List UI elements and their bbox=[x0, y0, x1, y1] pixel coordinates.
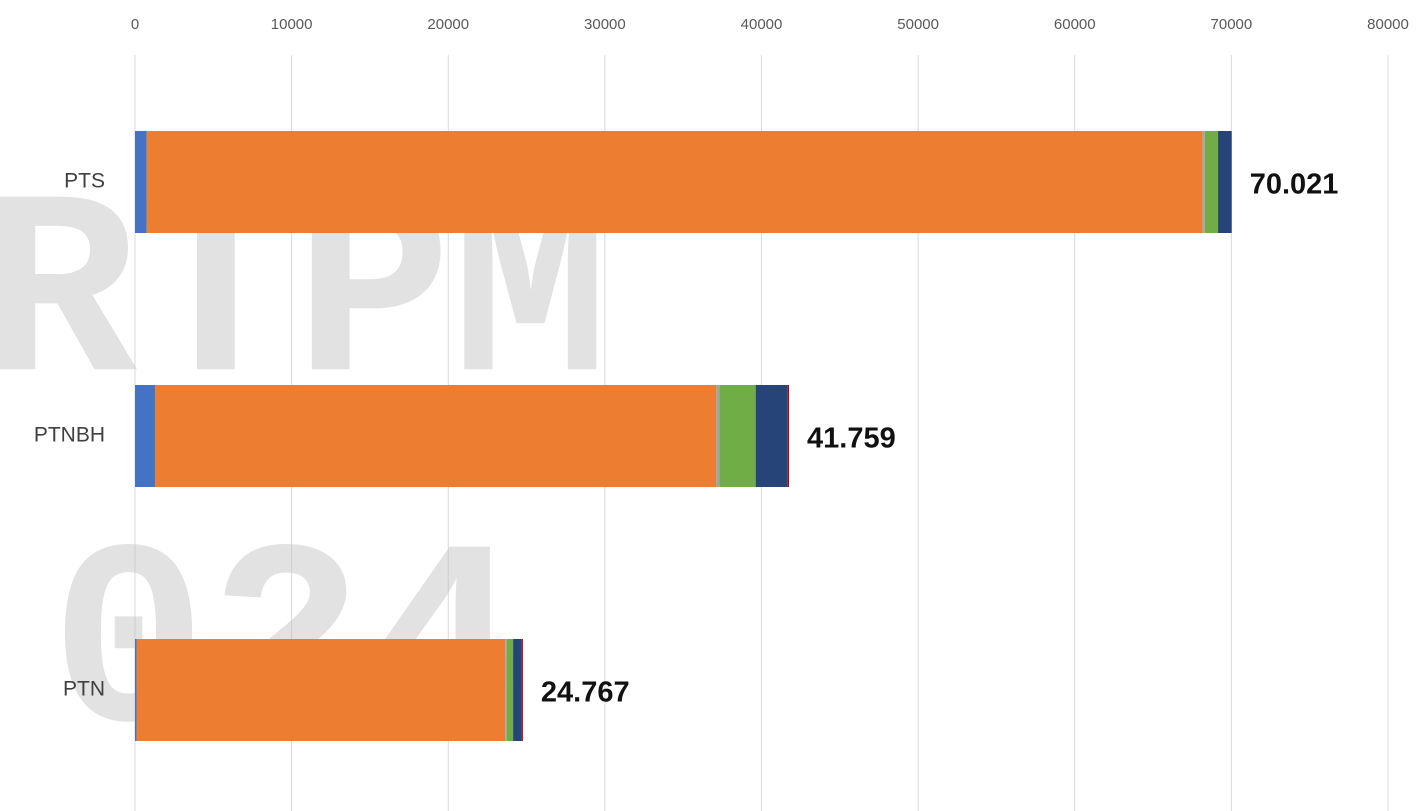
x-tick-label: 60000 bbox=[1054, 16, 1096, 33]
bar-segment bbox=[135, 131, 147, 233]
bar-segment bbox=[513, 639, 522, 741]
bar-segment bbox=[787, 385, 790, 487]
category-label: PTN bbox=[63, 678, 105, 701]
x-tick-label: 30000 bbox=[584, 16, 626, 33]
bar-segment bbox=[155, 385, 717, 487]
bar-segment bbox=[1218, 131, 1232, 233]
x-tick-label: 80000 bbox=[1367, 16, 1409, 33]
x-tick-label: 40000 bbox=[741, 16, 783, 33]
category-label: PTS bbox=[64, 170, 105, 193]
x-tick-label: 0 bbox=[131, 16, 139, 33]
x-tick-label: 50000 bbox=[897, 16, 939, 33]
bar-segment bbox=[719, 385, 756, 487]
total-label: 70.021 bbox=[1250, 169, 1339, 201]
bar-segment bbox=[136, 639, 506, 741]
bar-segment bbox=[755, 385, 788, 487]
bar-segment bbox=[135, 639, 137, 741]
x-tick-label: 20000 bbox=[427, 16, 469, 33]
x-tick-label: 70000 bbox=[1211, 16, 1253, 33]
bar-segment bbox=[1204, 131, 1219, 233]
total-label: 41.759 bbox=[807, 423, 896, 455]
bar-segment bbox=[716, 385, 720, 487]
category-label: PTNBH bbox=[34, 424, 105, 447]
bar-segment bbox=[506, 639, 514, 741]
bar-segment bbox=[135, 385, 156, 487]
x-tick-label: 10000 bbox=[271, 16, 313, 33]
total-label: 24.767 bbox=[541, 677, 630, 709]
bar-segment bbox=[146, 131, 1203, 233]
bar-segment bbox=[521, 639, 523, 741]
bar-segment bbox=[505, 639, 507, 741]
bar-segment bbox=[1202, 131, 1205, 233]
